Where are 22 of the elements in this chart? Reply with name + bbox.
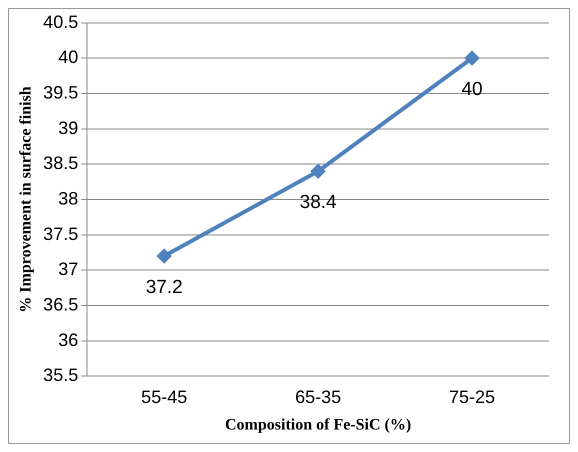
data-label: 40 — [461, 78, 483, 100]
x-tick-label: 55-45 — [141, 386, 188, 407]
y-tick-label: 40 — [58, 47, 78, 68]
data-label: 37.2 — [146, 276, 183, 298]
y-tick-label: 39.5 — [43, 82, 78, 102]
data-label: 38.4 — [300, 192, 338, 213]
point — [156, 248, 172, 264]
y-tick-label: 38 — [58, 188, 78, 208]
y-axis-title: % Improvement in surface finish — [18, 86, 35, 313]
point — [310, 164, 326, 179]
x-axis-title: Composition of Fe-SiC (%) — [225, 416, 412, 434]
y-tick-label: 36.5 — [43, 294, 78, 314]
y-tick-label: 38.5 — [43, 153, 78, 174]
y-tick-label: 36 — [58, 330, 78, 350]
y-tick-label: 37.5 — [43, 224, 78, 244]
y-tick-label: 40.5 — [43, 12, 78, 32]
x-tick-label: 75-25 — [449, 386, 496, 407]
y-tick-label: 39 — [58, 118, 78, 138]
point — [464, 50, 480, 66]
y-tick-label: 37 — [58, 259, 78, 280]
y-tick-label: 35.5 — [43, 365, 78, 386]
x-tick-label: 65-35 — [295, 386, 342, 407]
